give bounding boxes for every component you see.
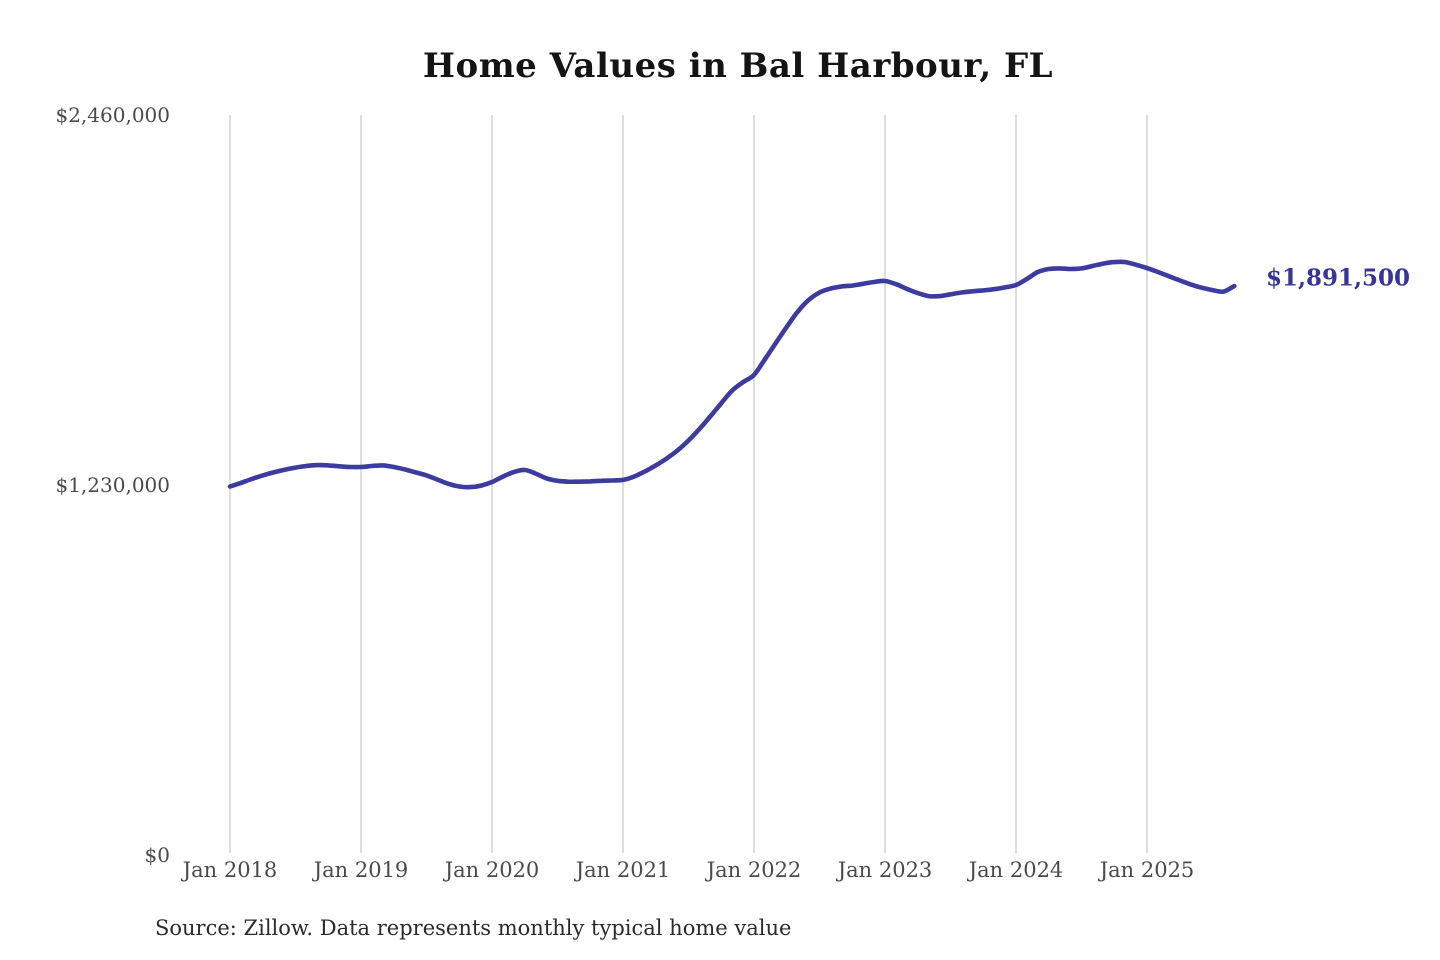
y-axis-tick-label: $1,230,000 [55, 473, 170, 497]
y-axis-tick-label: $2,460,000 [55, 103, 170, 127]
x-axis-tick-label: Jan 2018 [182, 858, 278, 882]
x-axis-tick-label: Jan 2024 [968, 858, 1064, 882]
home-value-line-series [227, 259, 1237, 490]
chart-title: Home Values in Bal Harbour, FL [422, 46, 1054, 86]
source-note: Source: Zillow. Data represents monthly … [155, 916, 792, 940]
x-axis-tick-label: Jan 2025 [1099, 858, 1195, 882]
x-axis-tick-label: Jan 2023 [837, 858, 933, 882]
x-axis-tick-label: Jan 2021 [575, 858, 671, 882]
y-axis-tick-label: $0 [144, 843, 170, 867]
x-axis-tick-label: Jan 2019 [313, 858, 409, 882]
x-axis-tick-label: Jan 2020 [444, 858, 540, 882]
x-axis-tick-label: Jan 2022 [706, 858, 802, 882]
latest-value-label: $1,891,500 [1266, 264, 1411, 292]
